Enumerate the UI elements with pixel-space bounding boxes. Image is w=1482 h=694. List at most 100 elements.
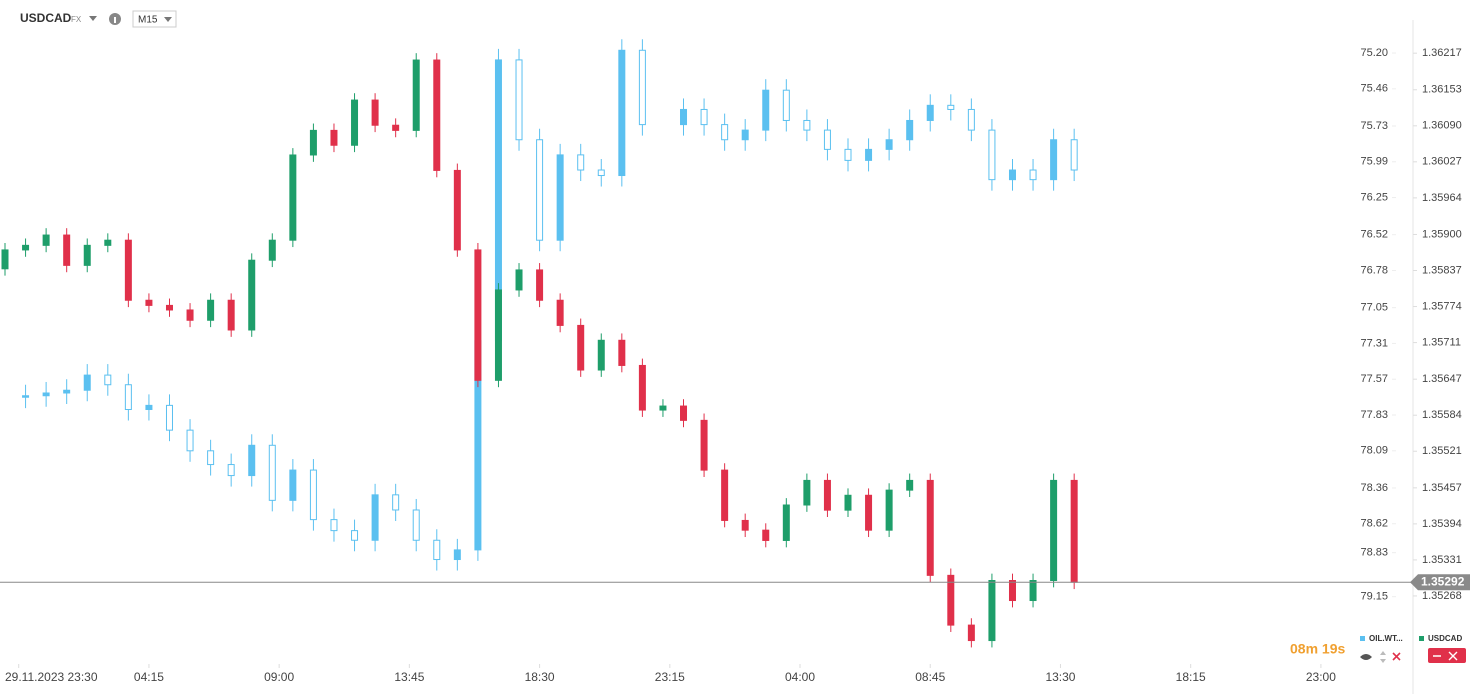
candle-body <box>741 519 749 531</box>
y-tick-label: 1.35711 <box>1422 336 1461 348</box>
y2-tick-label: 76.78 <box>1360 264 1388 276</box>
candle-body <box>577 324 585 371</box>
x-tick-label: 13:30 <box>1045 670 1075 684</box>
candle-body <box>227 464 235 477</box>
x-tick-label: 23:00 <box>1306 670 1336 684</box>
candle-body <box>104 374 112 386</box>
y2-tick-label: 79.15 <box>1360 591 1388 603</box>
y-tick-label: 1.35774 <box>1422 300 1462 312</box>
remove-icon[interactable] <box>1392 652 1401 661</box>
candle-body <box>680 405 688 421</box>
y-tick-label: 1.35964 <box>1422 192 1462 204</box>
candle-body <box>782 504 790 541</box>
candle-body <box>1 249 9 270</box>
candle-body <box>42 392 50 397</box>
candle-body <box>1050 479 1058 582</box>
y2-tick-label: 76.52 <box>1360 229 1388 241</box>
order-arrows[interactable] <box>1380 651 1386 663</box>
symbol-dropdown[interactable] <box>89 16 97 21</box>
x-tick-label: 04:15 <box>134 670 164 684</box>
y-tick-label: 1.36090 <box>1422 120 1462 132</box>
timeframe-dropdown[interactable] <box>164 17 172 22</box>
candle-body <box>700 419 708 471</box>
candle-body <box>844 494 852 511</box>
timeframe[interactable]: M15 <box>138 15 158 26</box>
candle-body <box>165 404 173 431</box>
candle-body <box>124 239 132 301</box>
candle-body <box>453 549 461 561</box>
candle-body <box>289 154 297 241</box>
countdown: 08m 19s <box>1290 641 1345 657</box>
y-tick-label: 1.35647 <box>1422 373 1462 385</box>
info-glyph <box>114 17 116 23</box>
candle-body <box>741 129 749 141</box>
candle-body <box>1029 169 1037 181</box>
candle-body <box>42 234 50 246</box>
candle-body <box>865 494 873 531</box>
candle-body <box>289 469 297 501</box>
x-tick-label: 18:30 <box>525 670 555 684</box>
y2-tick-label: 75.99 <box>1360 156 1388 168</box>
legend-controls <box>1360 648 1466 663</box>
candle-body <box>906 479 914 491</box>
candle-body <box>597 339 605 371</box>
x-tick-label: 08:45 <box>915 670 945 684</box>
legend-label: USDCAD <box>1428 634 1462 643</box>
candle-body <box>145 299 153 306</box>
eye-icon[interactable] <box>1360 654 1372 660</box>
candle-body <box>823 479 831 511</box>
candle-body <box>556 154 564 241</box>
x-tick-label: 23:15 <box>655 670 685 684</box>
last-price-label: 1.35292 <box>1421 574 1465 588</box>
candle-body <box>207 450 215 466</box>
legend-swatch <box>1360 636 1365 641</box>
y-tick-label: 1.35521 <box>1422 445 1462 457</box>
y2-tick-label: 75.20 <box>1360 47 1388 59</box>
candle-body <box>762 89 770 131</box>
candle-body <box>124 384 132 411</box>
candle-body <box>371 99 379 126</box>
candle-body <box>803 479 811 506</box>
y2-tick-label: 77.31 <box>1360 337 1388 349</box>
y-tick-label: 1.36027 <box>1422 156 1462 168</box>
candle-body <box>885 489 893 531</box>
candle-body <box>22 244 30 251</box>
x-tick-label: 18:15 <box>1176 670 1206 684</box>
last-price-box <box>1410 574 1470 591</box>
candle-body <box>433 539 441 561</box>
candle-body <box>453 169 461 251</box>
candle-body <box>351 530 359 541</box>
candle-body <box>515 269 523 291</box>
candle-body <box>207 299 215 321</box>
candle-body <box>104 239 112 246</box>
candle-body <box>885 139 893 150</box>
y-tick-label: 1.35268 <box>1422 590 1462 602</box>
candle-body <box>165 304 173 311</box>
candle-body <box>412 509 420 541</box>
candle-body <box>1070 139 1078 171</box>
candle-body <box>63 389 71 394</box>
candle-body <box>309 129 317 156</box>
candle-body <box>186 429 194 452</box>
candle-body <box>577 154 585 171</box>
candle-body <box>597 169 605 177</box>
timeframe-box[interactable] <box>132 10 177 28</box>
candle-body <box>865 148 873 161</box>
candle-body <box>248 259 256 331</box>
y2-tick-label: 78.83 <box>1360 547 1388 559</box>
symbol[interactable]: USDCAD <box>20 11 72 25</box>
candle-body <box>803 119 811 131</box>
y-tick-label: 1.36153 <box>1422 84 1462 96</box>
series-button-glyph <box>1433 651 1458 661</box>
candle-body <box>392 494 400 511</box>
y2-tick-label: 76.25 <box>1360 191 1388 203</box>
candle-body <box>145 404 153 411</box>
candle-body <box>721 124 729 141</box>
candle-body <box>947 104 955 110</box>
candle-body <box>63 234 71 266</box>
candle-body <box>83 244 91 266</box>
candle-body <box>1008 580 1016 602</box>
market: FX <box>71 15 82 24</box>
candle-body <box>618 49 626 177</box>
